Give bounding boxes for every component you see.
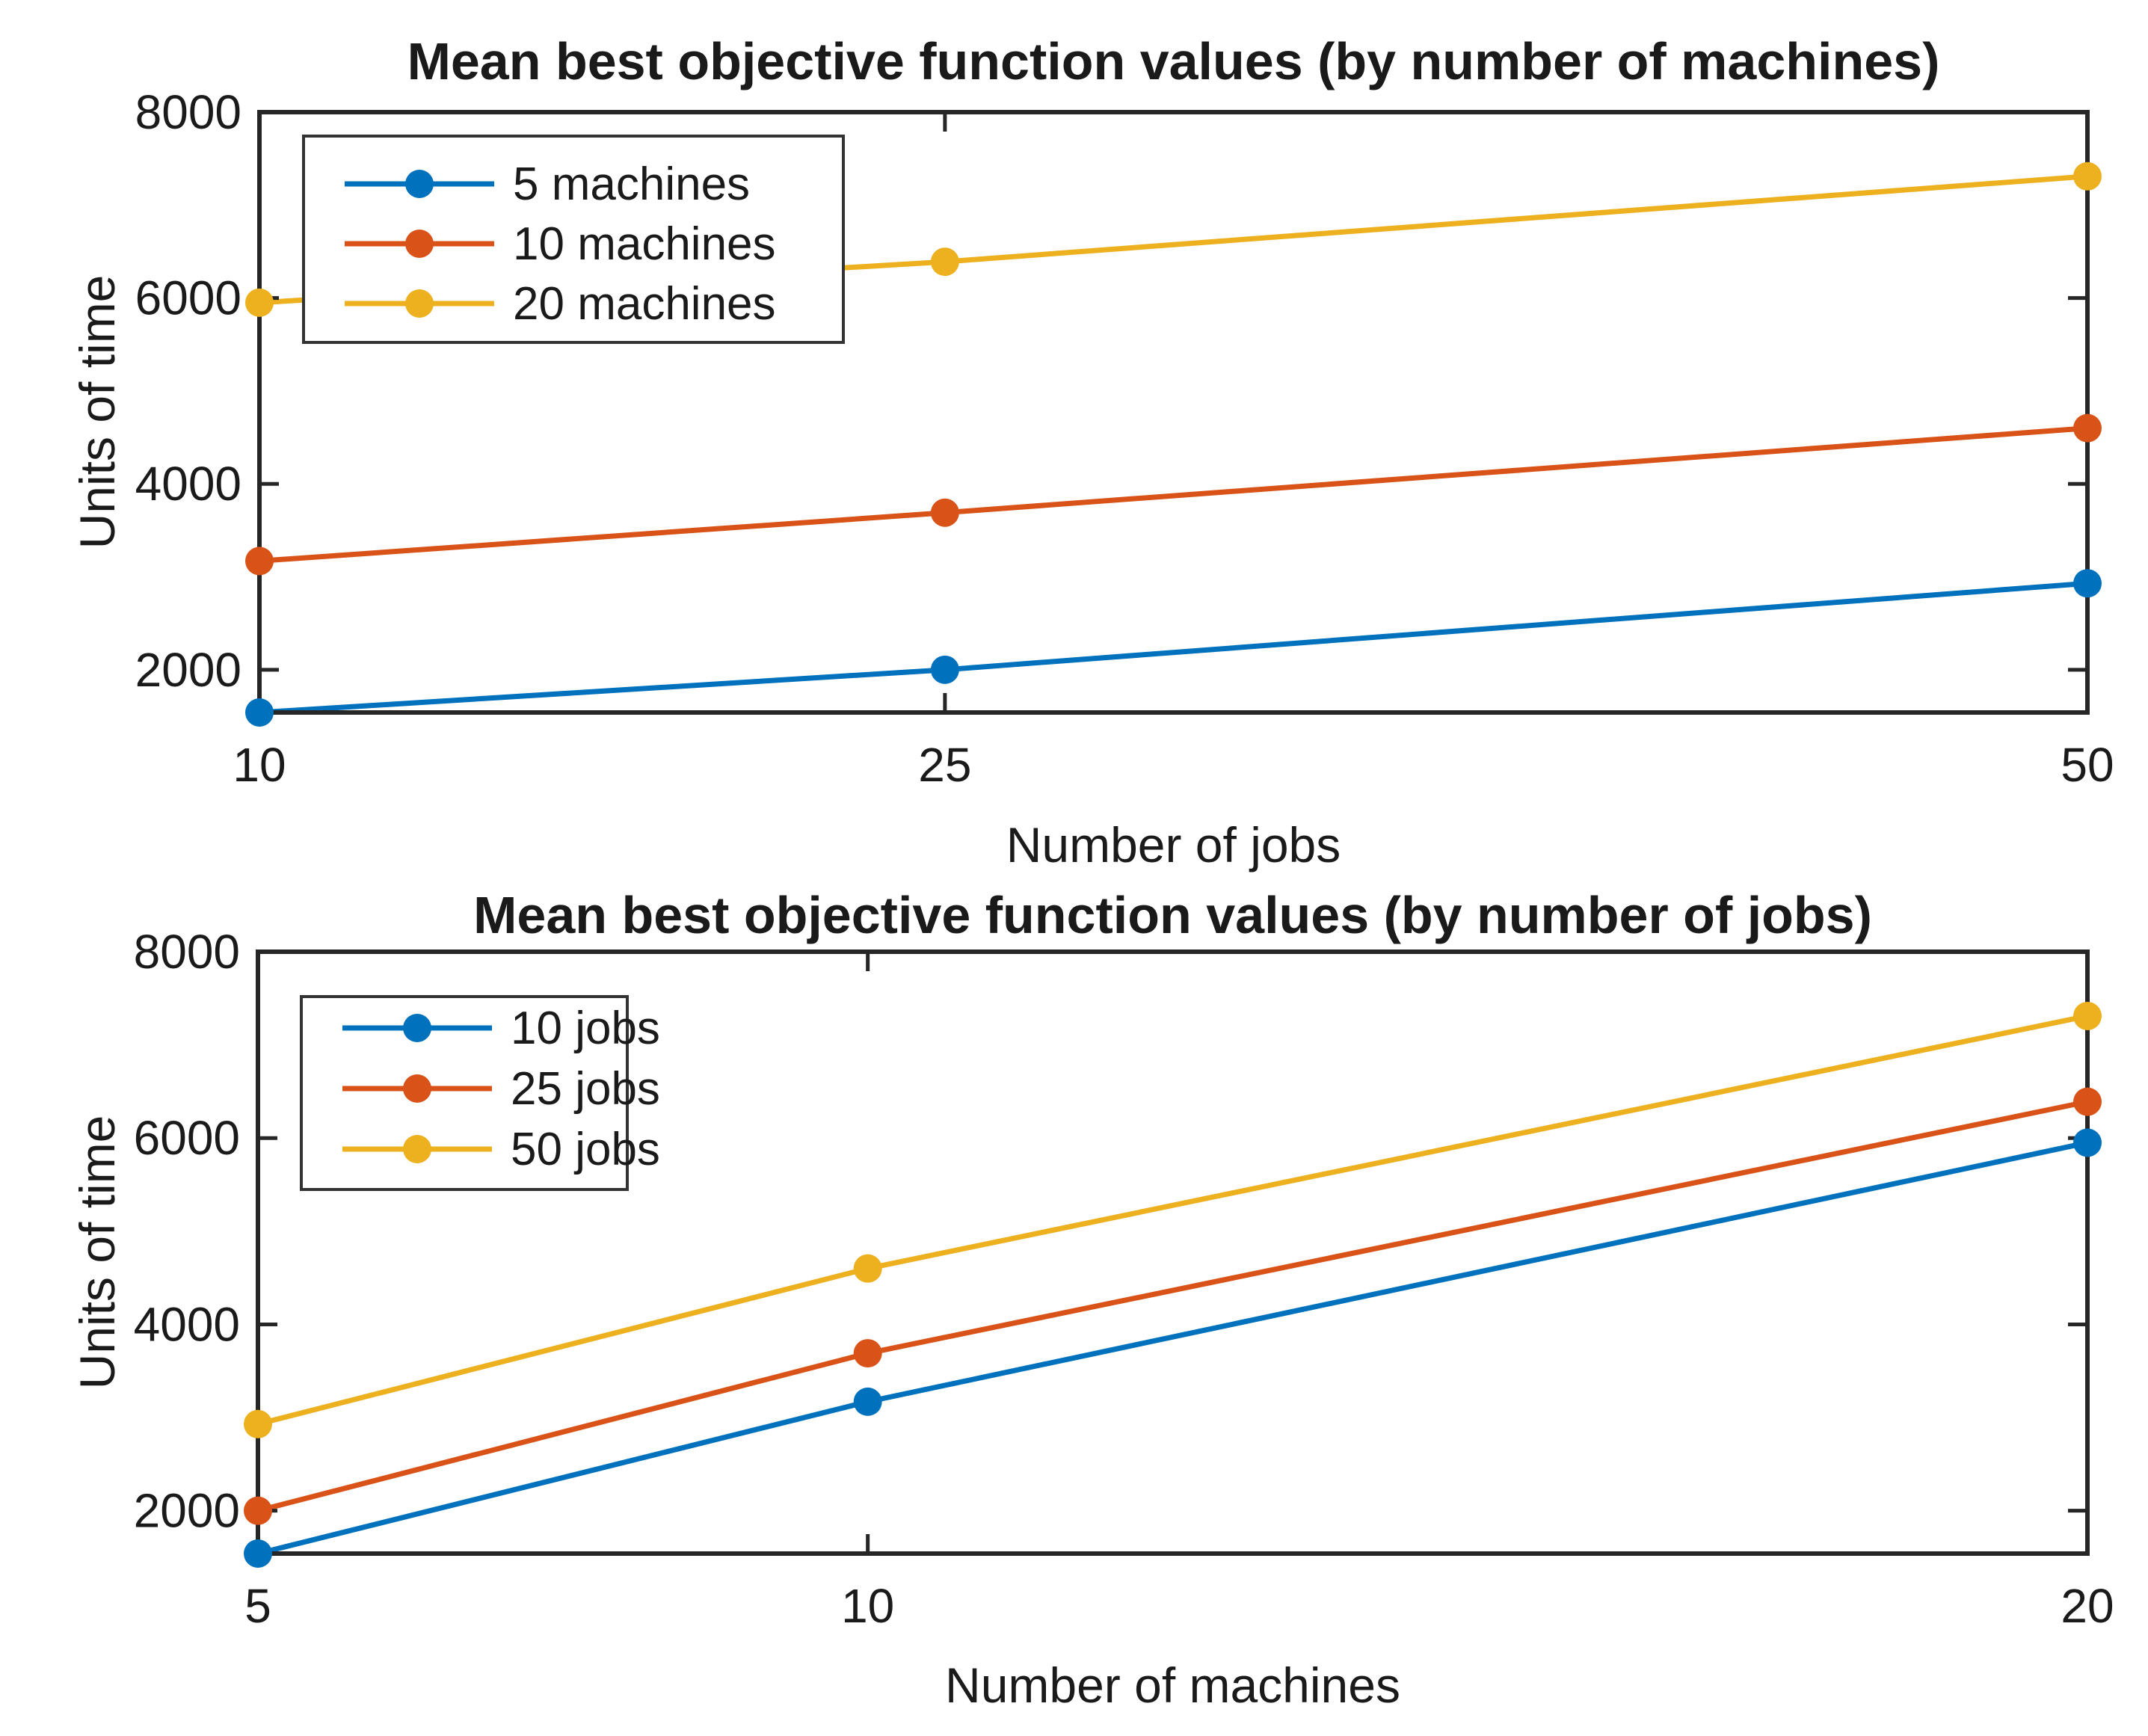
series-marker-20-machines (2073, 161, 2102, 191)
series-marker-20-machines (245, 288, 274, 317)
series-marker-25-jobs (853, 1339, 882, 1368)
x-tick-label: 50 (2061, 738, 2114, 792)
x-tick-label: 25 (918, 738, 971, 792)
legend-label: 25 jobs (511, 1063, 660, 1115)
legend-label: 50 jobs (511, 1124, 660, 1175)
legend-marker (403, 1014, 431, 1042)
y-tick-label: 6000 (135, 271, 241, 325)
series-marker-50-jobs (244, 1409, 272, 1438)
legend-label: 10 machines (513, 218, 776, 270)
x-tick-label: 5 (244, 1579, 271, 1633)
series-marker-10-machines (930, 498, 959, 527)
x-tick-label: 10 (233, 738, 286, 792)
legend-marker (403, 1135, 431, 1163)
y-tick-label: 8000 (134, 925, 240, 979)
y-tick-label: 4000 (135, 457, 241, 511)
legend-label: 10 jobs (511, 1003, 660, 1054)
y-tick-label: 2000 (134, 1484, 240, 1538)
x-tick-label: 10 (841, 1579, 894, 1633)
y-tick-label: 2000 (135, 643, 241, 697)
chart1-title: Mean best objective function values (by … (407, 32, 1940, 90)
series-marker-10-jobs (244, 1539, 272, 1568)
x-tick-label: 20 (2061, 1579, 2114, 1633)
series-marker-25-jobs (244, 1496, 272, 1525)
legend-marker (405, 289, 434, 318)
legend-box (302, 135, 845, 344)
series-marker-10-machines (245, 547, 274, 576)
plot-box (256, 949, 2090, 1556)
series-marker-25-jobs (2073, 1087, 2102, 1116)
series-marker-50-jobs (853, 1254, 882, 1283)
y-tick-label: 8000 (135, 85, 241, 139)
series-marker-50-jobs (2073, 1001, 2102, 1030)
series-marker-5-machines (245, 698, 274, 727)
chart1-x-axis-label: Number of jobs (1006, 817, 1341, 872)
y-tick-label: 4000 (134, 1297, 240, 1351)
legend-label: 5 machines (513, 158, 750, 210)
series-marker-10-jobs (853, 1387, 882, 1416)
plot-box (257, 110, 2090, 715)
series-marker-10-machines (2073, 413, 2102, 443)
series-marker-5-machines (930, 655, 959, 684)
series-marker-20-machines (930, 247, 959, 277)
y-tick-label: 6000 (134, 1111, 240, 1165)
chart2-title: Mean best objective function values (by … (473, 886, 1872, 944)
series-marker-5-machines (2073, 569, 2102, 598)
legend-marker (405, 230, 434, 258)
legend-marker (405, 170, 434, 198)
series-marker-10-jobs (2073, 1128, 2102, 1157)
chart2-x-axis-label: Number of machines (945, 1657, 1400, 1713)
legend-label: 20 machines (513, 278, 776, 330)
legend-marker (403, 1074, 431, 1103)
